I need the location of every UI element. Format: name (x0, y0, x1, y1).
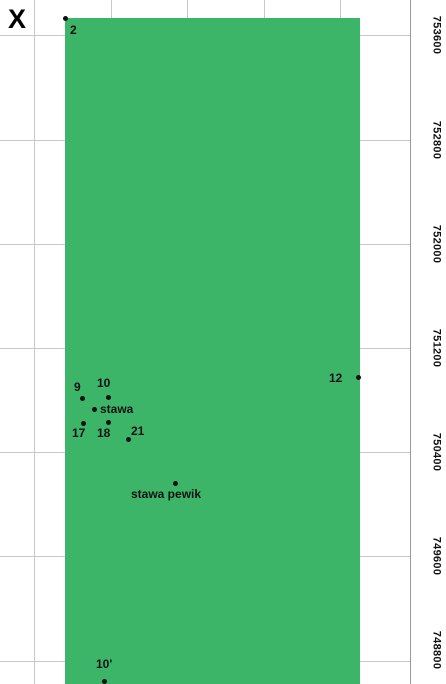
point-10-label: 10 (97, 376, 111, 390)
point-10-marker (106, 395, 111, 400)
point-2-label: 2 (70, 23, 77, 37)
point-stawa-pewik-label: stawa pewik (131, 487, 202, 501)
y-tick-label: 748800 (430, 630, 443, 670)
y-tick-label: 752800 (430, 120, 443, 160)
point-18-label: 18 (97, 426, 111, 440)
y-tick-label: 751200 (430, 328, 443, 368)
point-17-marker (81, 421, 86, 426)
point-stawa-pewik-marker (173, 481, 178, 486)
map-frame-border (410, 0, 411, 684)
green-area (65, 18, 360, 684)
point-18-marker (106, 420, 111, 425)
point-10p-marker (102, 679, 107, 684)
point-21-label: 21 (131, 424, 145, 438)
point-9-marker (80, 396, 85, 401)
point-21-marker (126, 437, 131, 442)
grid-line-vertical (34, 0, 35, 684)
point-stawa-label: stawa (100, 402, 134, 416)
axis-x-label: X (8, 4, 27, 34)
y-tick-label: 750400 (430, 432, 443, 472)
y-tick-label: 753600 (430, 15, 443, 55)
y-tick-label: 752000 (430, 224, 443, 264)
point-12-marker (356, 375, 361, 380)
point-9-label: 9 (74, 380, 81, 394)
point-2-marker (63, 16, 68, 21)
y-tick-label: 749600 (430, 536, 443, 576)
point-10p-label: 10' (96, 657, 113, 671)
point-12-label: 12 (329, 371, 343, 385)
point-stawa-marker (92, 407, 97, 412)
point-17-label: 17 (72, 426, 86, 440)
